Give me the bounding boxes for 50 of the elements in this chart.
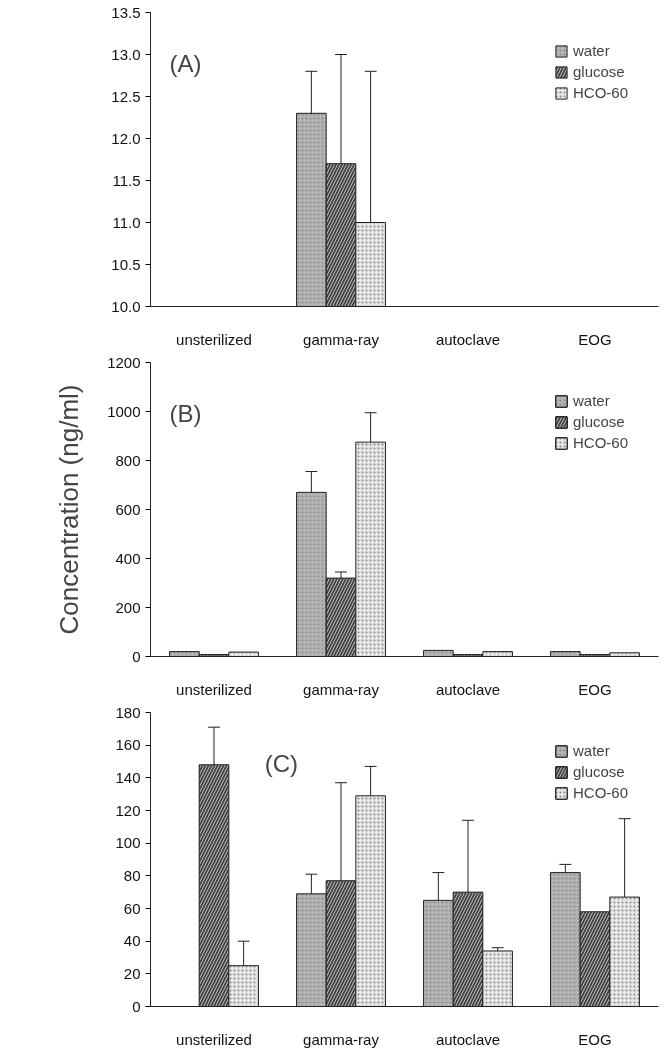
x-tick-label: unsterilized (176, 680, 252, 698)
legend-label: glucose (572, 413, 625, 430)
x-tick-label: gamma-ray (303, 1030, 380, 1048)
annotation: (C) (264, 750, 299, 778)
legend-label: water (572, 392, 610, 409)
x-tick-label: EOG (578, 680, 612, 698)
y-tick-label: 800 (115, 451, 141, 469)
y-axis-title: Concentration (ng/ml) (54, 384, 85, 635)
y-tick-label: 10.5 (111, 255, 141, 273)
legend-label: glucose (572, 763, 625, 780)
y-tick-label: 160 (115, 736, 141, 754)
x-tick-label: EOG (578, 330, 612, 348)
legend-label: HCO-60 (572, 434, 628, 451)
legend-label: water (572, 42, 610, 59)
x-tick-label: gamma-ray (303, 330, 380, 348)
y-tick-label: 140 (115, 768, 141, 786)
y-tick-label: 40 (123, 932, 141, 950)
y-tick-label: 400 (115, 549, 141, 567)
y-tick-label: 12.0 (111, 129, 141, 147)
x-tick-label: autoclave (435, 680, 501, 698)
x-tick-label: unsterilized (176, 1030, 252, 1048)
y-tick-label: 1000 (107, 402, 141, 420)
x-tick-label: autoclave (435, 330, 501, 348)
x-tick-label: EOG (578, 1030, 612, 1048)
x-tick-label: gamma-ray (303, 680, 380, 698)
y-tick-label: 20 (123, 964, 141, 982)
legend-label: HCO-60 (572, 84, 628, 101)
legend-label: glucose (572, 63, 625, 80)
legend-label: HCO-60 (572, 784, 628, 801)
y-tick-label: 1200 (107, 353, 141, 371)
y-tick-label: 12.5 (111, 87, 141, 105)
y-tick-label: 13.5 (111, 3, 141, 21)
y-tick-label: 0 (132, 997, 141, 1015)
y-tick-label: 11.5 (112, 171, 141, 189)
y-tick-label: 180 (115, 703, 141, 721)
y-tick-label: 11.0 (112, 213, 141, 231)
y-tick-label: 13.0 (111, 45, 141, 63)
y-tick-label: 60 (123, 899, 141, 917)
y-tick-label: 80 (123, 866, 141, 884)
y-tick-label: 100 (115, 834, 141, 852)
y-tick-label: 120 (115, 801, 141, 819)
x-tick-label: autoclave (435, 1030, 501, 1048)
y-tick-label: 600 (115, 500, 141, 518)
y-tick-label: 0 (132, 647, 141, 665)
annotation: (B) (169, 400, 202, 428)
annotation: (A) (169, 50, 202, 78)
y-tick-label: 10.0 (111, 297, 141, 315)
x-tick-label: unsterilized (176, 330, 252, 348)
legend-label: water (572, 742, 610, 759)
y-tick-label: 200 (115, 598, 141, 616)
